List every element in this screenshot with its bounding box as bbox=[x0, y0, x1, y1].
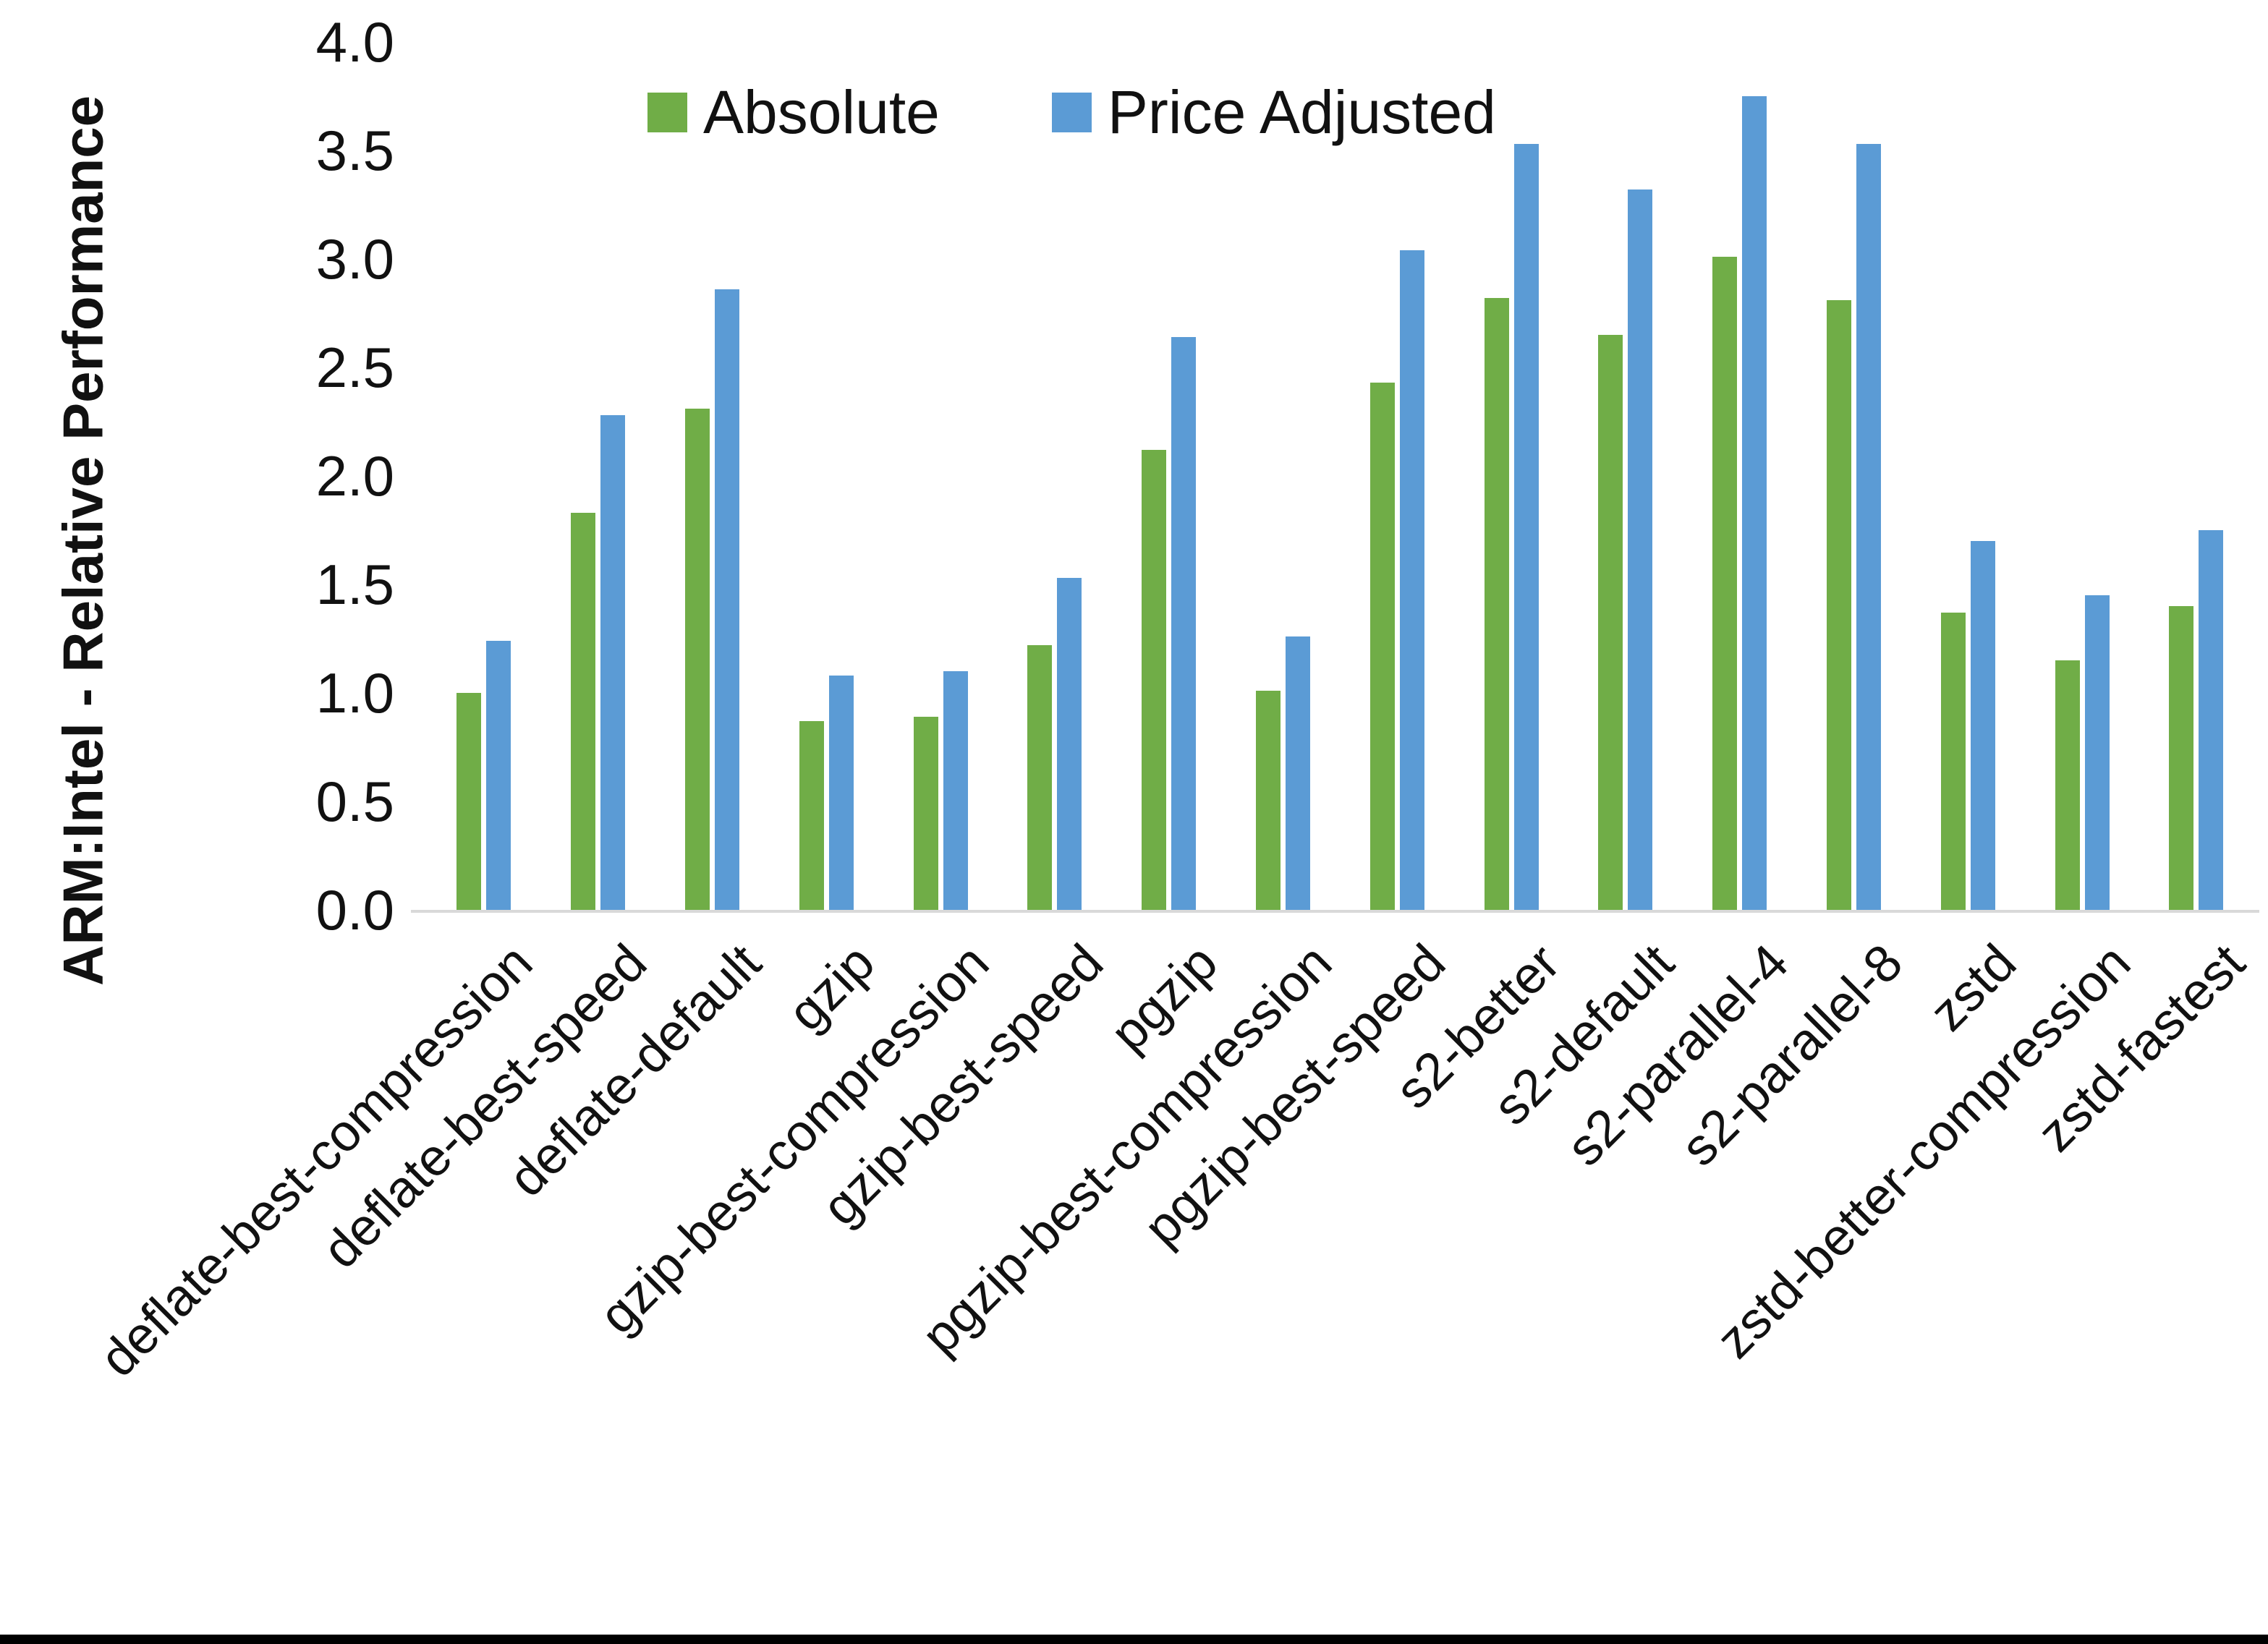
bar-price-adjusted-deflate-default bbox=[715, 289, 739, 910]
bar-absolute-s2-parallel-4 bbox=[1712, 257, 1737, 910]
bar-absolute-deflate-best-speed bbox=[571, 513, 595, 910]
y-tick-label: 4.0 bbox=[315, 10, 394, 74]
bar-price-adjusted-s2-default bbox=[1628, 189, 1652, 910]
bar-absolute-zstd-fastest bbox=[2169, 606, 2193, 910]
bar-price-adjusted-pgzip-best-speed bbox=[1400, 250, 1424, 910]
bar-absolute-zstd bbox=[1941, 613, 1966, 910]
bar-price-adjusted-deflate-best-speed bbox=[600, 415, 625, 910]
legend-label-absolute: Absolute bbox=[703, 77, 940, 146]
bar-absolute-s2-parallel-8 bbox=[1827, 300, 1851, 910]
y-tick-label: 1.5 bbox=[315, 553, 394, 616]
bar-price-adjusted-s2-parallel-8 bbox=[1856, 144, 1881, 910]
y-tick-label: 2.5 bbox=[315, 336, 394, 399]
bar-absolute-gzip-best-speed bbox=[1027, 645, 1052, 910]
bar-absolute-pgzip-best-compression bbox=[1256, 691, 1280, 910]
y-tick-label: 1.0 bbox=[315, 661, 394, 725]
bar-price-adjusted-gzip-best-compression bbox=[943, 671, 968, 910]
bar-absolute-pgzip-best-speed bbox=[1370, 383, 1395, 910]
legend-label-price-adjusted: Price Adjusted bbox=[1107, 77, 1496, 146]
bar-absolute-gzip-best-compression bbox=[914, 717, 938, 910]
bar-absolute-gzip bbox=[799, 721, 824, 910]
bar-price-adjusted-s2-better bbox=[1514, 144, 1539, 910]
bar-price-adjusted-deflate-best-compression bbox=[486, 641, 511, 910]
x-axis-line bbox=[411, 910, 2259, 913]
bar-absolute-zstd-better-compression bbox=[2055, 660, 2080, 910]
window-bottom-border bbox=[0, 1635, 2268, 1644]
legend-swatch-absolute-icon bbox=[647, 92, 687, 132]
legend: Absolute Price Adjusted bbox=[647, 69, 1496, 156]
legend-item-absolute: Absolute bbox=[647, 77, 940, 148]
bar-price-adjusted-s2-parallel-4 bbox=[1742, 96, 1767, 910]
legend-item-price-adjusted: Price Adjusted bbox=[1051, 77, 1496, 148]
bar-absolute-s2-better bbox=[1485, 298, 1509, 910]
bar-absolute-pgzip bbox=[1142, 450, 1166, 910]
bar-price-adjusted-gzip bbox=[829, 676, 854, 910]
x-category-label-anchor: zstd-fastest bbox=[1621, 933, 2256, 1163]
y-tick-label: 2.0 bbox=[315, 444, 394, 508]
y-tick-label: 0.0 bbox=[315, 878, 394, 942]
bar-price-adjusted-gzip-best-speed bbox=[1057, 578, 1082, 910]
y-tick-label: 3.0 bbox=[315, 227, 394, 291]
y-tick-label: 0.5 bbox=[315, 770, 394, 833]
legend-swatch-price-adjusted-icon bbox=[1051, 92, 1092, 132]
bar-price-adjusted-zstd-better-compression bbox=[2085, 595, 2110, 910]
bar-absolute-deflate-best-compression bbox=[456, 693, 481, 910]
bar-price-adjusted-pgzip-best-compression bbox=[1286, 636, 1310, 910]
bar-price-adjusted-pgzip bbox=[1171, 337, 1196, 910]
bar-absolute-s2-default bbox=[1598, 335, 1623, 910]
bar-absolute-deflate-default bbox=[685, 409, 710, 910]
bar-price-adjusted-zstd-fastest bbox=[2199, 530, 2223, 910]
bar-price-adjusted-zstd bbox=[1971, 541, 1995, 910]
y-tick-label: 3.5 bbox=[315, 119, 394, 182]
